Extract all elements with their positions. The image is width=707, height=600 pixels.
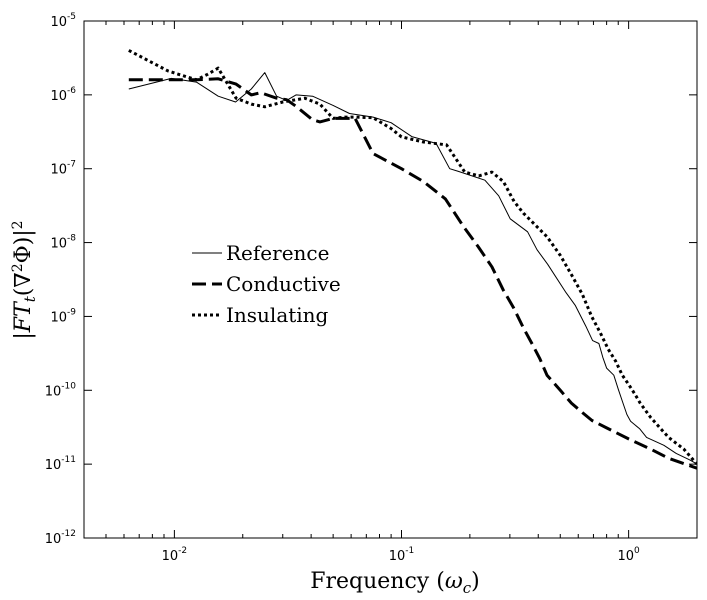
y-tick-label: 10-11 [45, 455, 76, 473]
y-tick-label: 10-8 [50, 234, 76, 252]
x-tick-label: 10-2 [162, 546, 188, 564]
series-line-reference [128, 72, 697, 465]
x-axis-ticks: 10-2 10-1 100 [105, 21, 640, 564]
y-tick-label: 10-7 [50, 160, 76, 178]
y-axis-ticks: 10-12 10-11 10-10 10-9 10-8 10-7 10-6 10-5 [45, 12, 697, 547]
x-tick-label: 100 [617, 546, 640, 564]
x-axis-title: Frequency (ωc) [310, 569, 480, 597]
series-line-insulating [128, 49, 697, 466]
series-lines [128, 49, 697, 470]
legend-label-conductive: Conductive [226, 272, 341, 296]
series-line-conductive [128, 77, 697, 470]
plot-frame [83, 20, 698, 539]
y-tick-label: 10-10 [45, 381, 77, 399]
y-tick-label: 10-9 [50, 307, 76, 325]
y-tick-label: 10-5 [50, 12, 76, 30]
y-tick-label: 10-6 [50, 86, 76, 104]
legend-label-reference: Reference [226, 241, 329, 265]
y-tick-label: 10-12 [45, 529, 76, 547]
legend: Reference Conductive Insulating [192, 241, 341, 327]
legend-label-insulating: Insulating [226, 303, 329, 327]
x-tick-label: 10-1 [389, 546, 415, 564]
y-axis-title: |FTt(∇2Φ)|2 [10, 220, 39, 339]
